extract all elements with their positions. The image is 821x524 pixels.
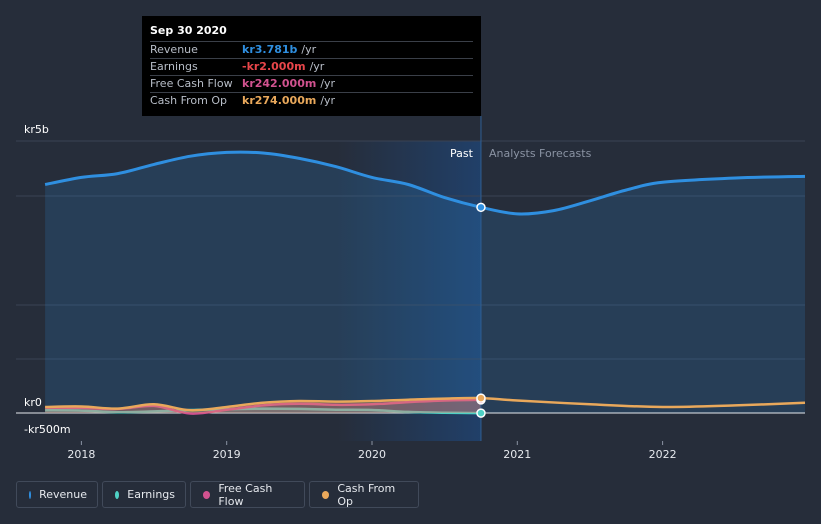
legend-label: Earnings [127, 488, 175, 501]
tooltip-label: Revenue [150, 43, 198, 56]
tooltip-unit: /yr [301, 43, 317, 56]
legend-dot-icon [29, 490, 32, 499]
legend-dot-icon [322, 490, 330, 499]
tooltip-value: kr242.000m [242, 77, 317, 90]
marker-revenue [476, 202, 486, 213]
marker-cash-from-op [476, 393, 486, 403]
series-area-free-cash-flow [45, 399, 481, 414]
forecast-label: Analysts Forecasts [489, 147, 592, 160]
tooltip-label: Free Cash Flow [150, 77, 233, 90]
past-highlight-band [337, 141, 481, 441]
series-line-earnings [45, 407, 482, 415]
legend-item-earnings[interactable]: Earnings [102, 481, 186, 508]
legend-item-free-cash-flow[interactable]: Free Cash Flow [190, 481, 305, 508]
tooltip-row-revenue: Revenue kr3.781b /yr [150, 41, 473, 58]
legend-label: Free Cash Flow [218, 481, 273, 508]
y-tick-label: kr5b [24, 123, 49, 136]
tooltip-unit: /yr [320, 77, 336, 90]
tooltip-row-cash-from-op: Cash From Op kr274.000m /yr [150, 92, 473, 109]
y-tick-label: kr0 [24, 396, 42, 409]
tooltip-value: kr3.781b [242, 43, 298, 56]
x-tick-label: 2018 [67, 448, 95, 461]
series-line-cash-from-op [45, 396, 806, 412]
x-tick-label: 2021 [503, 448, 531, 461]
marker-earnings [476, 408, 486, 418]
past-label: Past [450, 147, 474, 160]
x-tick-label: 2020 [358, 448, 386, 461]
y-tick-label: -kr500m [24, 423, 71, 436]
x-tick-label: 2022 [649, 448, 677, 461]
tooltip-unit: /yr [320, 94, 336, 107]
legend-item-revenue[interactable]: Revenue [16, 481, 98, 508]
legend-label: Revenue [39, 488, 87, 501]
legend-dot-icon [203, 490, 211, 499]
x-tick-label: 2019 [213, 448, 241, 461]
tooltip-value: -kr2.000m [242, 60, 306, 73]
tooltip: Sep 30 2020 Revenue kr3.781b /yr Earning… [142, 16, 481, 116]
tooltip-label: Earnings [150, 60, 198, 73]
tooltip-label: Cash From Op [150, 94, 228, 107]
tooltip-unit: /yr [309, 60, 325, 73]
tooltip-row-earnings: Earnings -kr2.000m /yr [150, 58, 473, 75]
legend-label: Cash From Op [337, 481, 396, 508]
tooltip-date: Sep 30 2020 [150, 24, 227, 37]
series-line-revenue [44, 150, 806, 216]
legend-dot-icon [115, 490, 120, 499]
revenue-area [45, 152, 806, 413]
tooltip-value: kr274.000m [242, 94, 317, 107]
tooltip-row-free-cash-flow: Free Cash Flow kr242.000m /yr [150, 75, 473, 92]
legend-item-cash-from-op[interactable]: Cash From Op [309, 481, 419, 508]
